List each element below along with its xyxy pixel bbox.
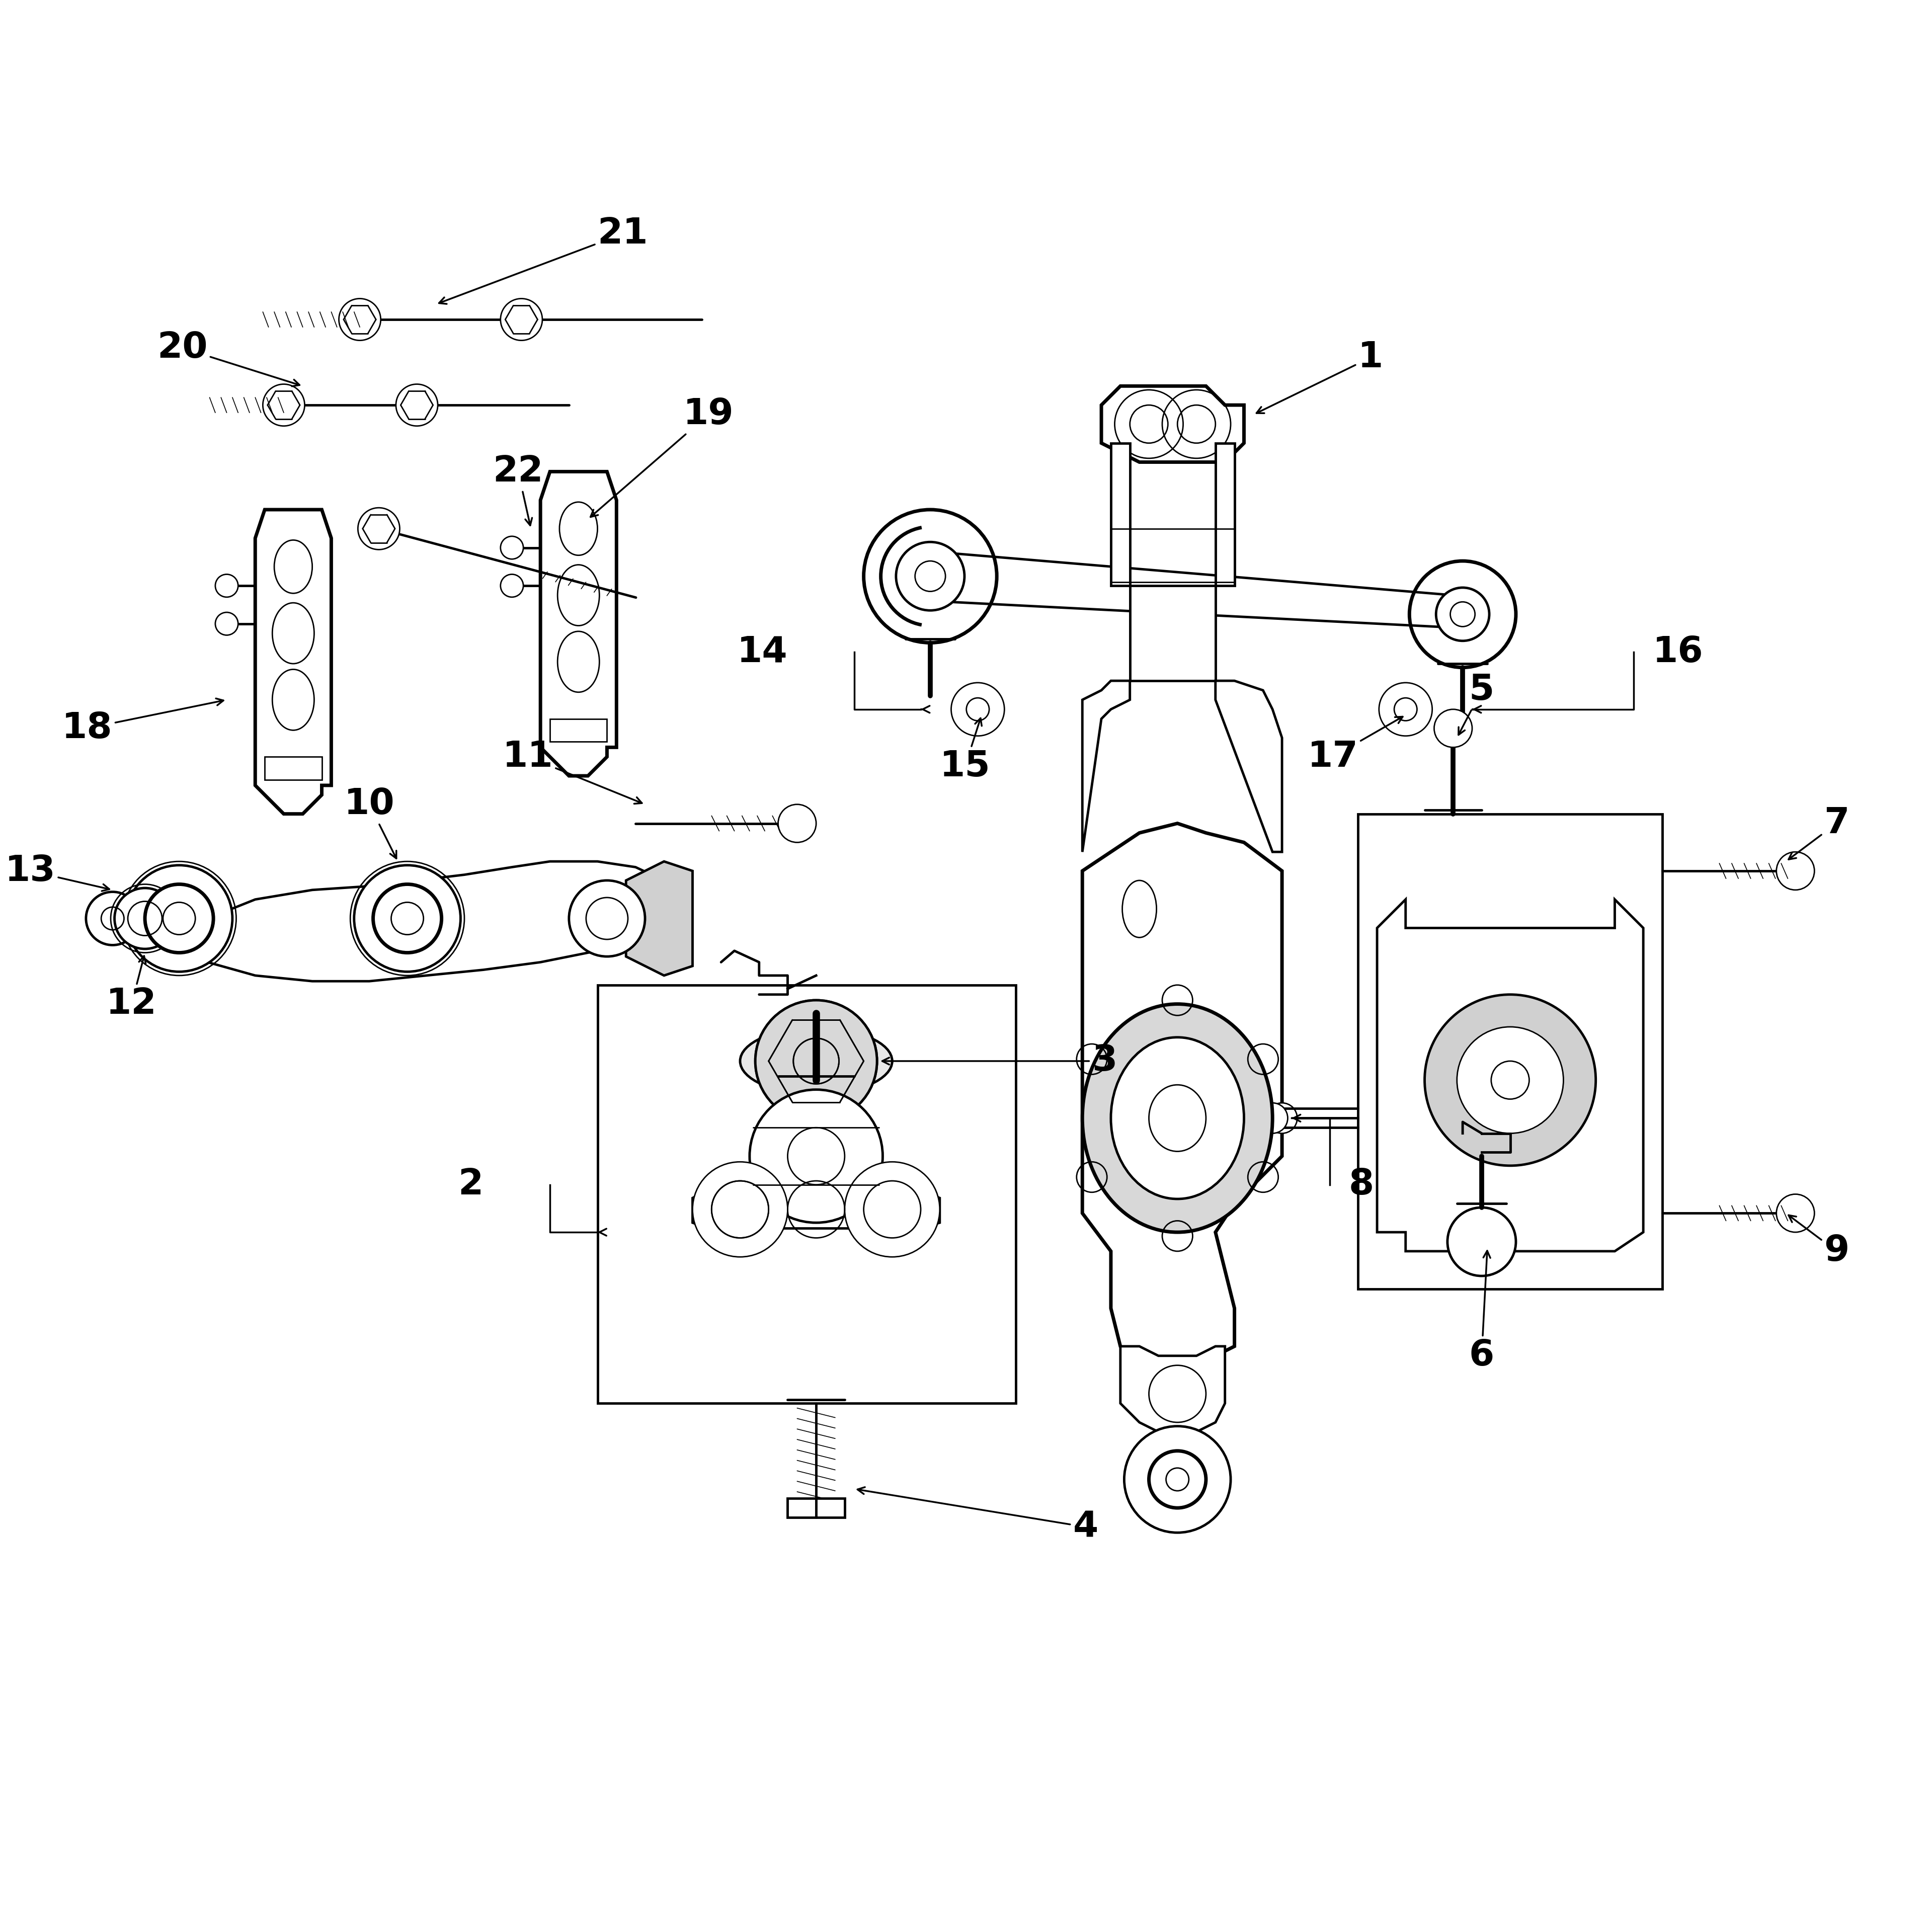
Polygon shape [189, 862, 674, 981]
Polygon shape [1378, 900, 1644, 1252]
Polygon shape [1101, 386, 1244, 462]
Circle shape [1776, 1194, 1814, 1233]
Circle shape [1379, 682, 1432, 736]
Circle shape [354, 866, 460, 972]
Text: 12: 12 [106, 956, 156, 1022]
Circle shape [1434, 709, 1472, 748]
Circle shape [145, 885, 213, 952]
Circle shape [357, 508, 400, 549]
Bar [597, 985, 1016, 1403]
Text: 7: 7 [1789, 806, 1849, 860]
Text: 22: 22 [493, 454, 543, 526]
Circle shape [1776, 852, 1814, 891]
Circle shape [1150, 1451, 1206, 1507]
Circle shape [214, 574, 238, 597]
Text: 21: 21 [439, 216, 647, 303]
Circle shape [692, 1161, 788, 1258]
Text: 11: 11 [502, 740, 641, 804]
Circle shape [1258, 1103, 1289, 1134]
Text: 18: 18 [62, 699, 224, 746]
Polygon shape [692, 1190, 939, 1229]
Polygon shape [626, 862, 692, 976]
Circle shape [1447, 1208, 1517, 1275]
Polygon shape [1121, 1347, 1225, 1437]
Ellipse shape [740, 1028, 893, 1094]
Circle shape [844, 1161, 939, 1258]
Ellipse shape [1082, 1005, 1273, 1233]
Text: 14: 14 [736, 636, 788, 670]
Polygon shape [1215, 680, 1283, 852]
Ellipse shape [1111, 1037, 1244, 1200]
Text: 1: 1 [1256, 340, 1383, 413]
Circle shape [1424, 995, 1596, 1165]
Circle shape [1124, 1426, 1231, 1532]
Circle shape [500, 537, 524, 558]
Circle shape [755, 1001, 877, 1122]
Circle shape [87, 893, 139, 945]
Text: 3: 3 [883, 1043, 1117, 1078]
Circle shape [214, 612, 238, 636]
Circle shape [396, 384, 439, 425]
Text: 6: 6 [1468, 1250, 1493, 1374]
Circle shape [126, 866, 232, 972]
Text: 9: 9 [1789, 1215, 1849, 1269]
Circle shape [338, 299, 381, 340]
Circle shape [1457, 1026, 1563, 1134]
Text: 16: 16 [1652, 636, 1704, 670]
Circle shape [373, 885, 442, 952]
Text: 2: 2 [458, 1167, 483, 1202]
Polygon shape [1082, 823, 1283, 1376]
Text: 19: 19 [591, 398, 734, 518]
Circle shape [1267, 1103, 1296, 1134]
Circle shape [750, 1090, 883, 1223]
Circle shape [568, 881, 645, 956]
Circle shape [1435, 587, 1490, 641]
Text: 10: 10 [344, 786, 396, 858]
Text: 17: 17 [1308, 717, 1403, 775]
Text: 13: 13 [6, 854, 110, 891]
Polygon shape [541, 471, 616, 777]
Polygon shape [1111, 442, 1235, 680]
Bar [265, 757, 323, 781]
Circle shape [263, 384, 305, 425]
Circle shape [500, 574, 524, 597]
Bar [788, 1499, 844, 1517]
Bar [1358, 813, 1662, 1289]
Polygon shape [1082, 680, 1130, 852]
Bar [551, 719, 607, 742]
Circle shape [755, 1001, 877, 1122]
Circle shape [779, 804, 815, 842]
Text: 20: 20 [156, 330, 299, 386]
Circle shape [500, 299, 543, 340]
Text: 5: 5 [1459, 672, 1493, 734]
Circle shape [951, 682, 1005, 736]
Text: 8: 8 [1349, 1167, 1374, 1202]
Circle shape [896, 543, 964, 611]
Circle shape [114, 889, 176, 949]
Text: 4: 4 [858, 1488, 1097, 1544]
Text: 15: 15 [939, 719, 991, 784]
Polygon shape [255, 510, 330, 813]
